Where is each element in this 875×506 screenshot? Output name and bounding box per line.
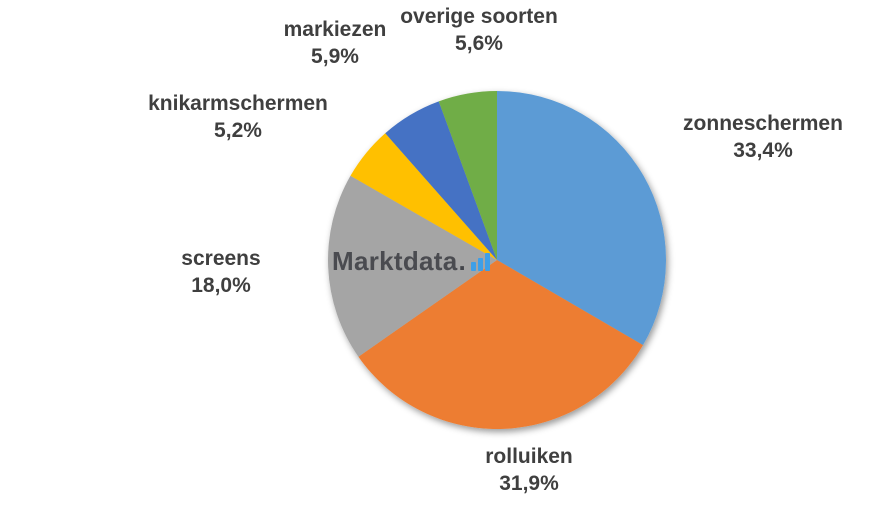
- slice-label-percent: 31,9%: [499, 472, 559, 495]
- marktdata-watermark: Marktdata.: [332, 246, 491, 276]
- slice-label-percent: 5,6%: [455, 32, 503, 55]
- bar-chart-icon: [469, 253, 491, 276]
- slice-label-name: zonneschermen: [683, 112, 843, 135]
- slice-label-percent: 5,9%: [311, 45, 359, 68]
- slice-label-screens: screens 18,0%: [181, 245, 260, 299]
- slice-label-name: knikarmschermen: [148, 92, 328, 115]
- slice-label-rolluiken: rolluiken 31,9%: [485, 443, 573, 497]
- slice-label-percent: 18,0%: [191, 274, 251, 297]
- pie-slice-knikarmschermen: [350, 133, 497, 260]
- pie-slice-overige-soorten: [438, 91, 497, 260]
- pie-slice-screens: [328, 175, 497, 357]
- pie-slice-markiezen: [385, 101, 497, 260]
- slice-label-zonneschermen: zonneschermen 33,4%: [683, 110, 843, 164]
- pie-slice-zonneschermen: [497, 91, 666, 346]
- watermark-dot: .: [458, 246, 467, 276]
- slice-label-name: rolluiken: [485, 445, 573, 468]
- pie-slice-rolluiken: [358, 260, 643, 429]
- slice-label-name: screens: [181, 247, 261, 270]
- watermark-text: Marktdata: [332, 246, 458, 276]
- slice-label-percent: 33,4%: [733, 139, 793, 162]
- slice-label-percent: 5,2%: [214, 119, 262, 142]
- slice-label-overige-soorten: overige soorten 5,6%: [400, 3, 558, 57]
- slice-label-name: overige soorten: [400, 5, 558, 28]
- slice-label-markiezen: markiezen 5,9%: [284, 16, 387, 70]
- slice-label-knikarmschermen: knikarmschermen 5,2%: [148, 90, 328, 144]
- slice-label-name: markiezen: [283, 18, 387, 41]
